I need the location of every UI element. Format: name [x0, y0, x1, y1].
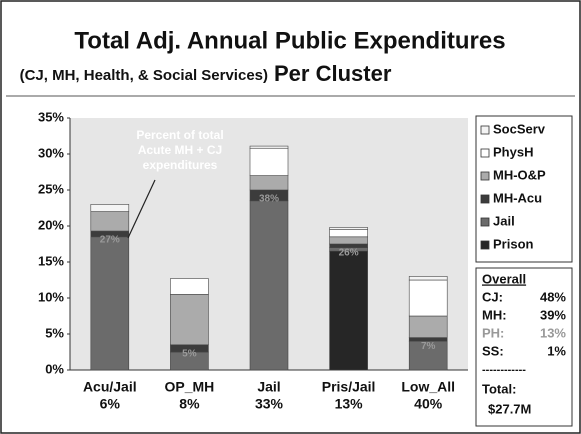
y-tick-label: 0% [45, 361, 64, 376]
legend-box [475, 115, 573, 263]
bar-segment [249, 200, 289, 371]
y-tick-label: 25% [38, 181, 64, 196]
bar-label: 26% [339, 248, 359, 259]
bar-label: 27% [100, 235, 120, 246]
bar-segment [90, 211, 130, 232]
annotation: expenditures [143, 158, 218, 172]
x-tick-share: 33% [255, 396, 284, 412]
x-tick-share: 6% [100, 396, 121, 412]
legend-swatch [480, 148, 490, 158]
bar-segment [408, 315, 448, 338]
annotation: Percent of total [136, 128, 223, 142]
overall-label: PH: [482, 325, 504, 340]
bar-segment [329, 250, 368, 371]
y-tick-label: 5% [45, 325, 64, 340]
overall-title: Overall [482, 271, 526, 286]
legend-label: MH-Acu [493, 190, 542, 205]
bar-segment [170, 294, 209, 346]
bar-label: 7% [421, 341, 436, 352]
x-tick-share: 40% [414, 396, 443, 412]
legend-label: Jail [493, 213, 515, 228]
overall-label: CJ: [482, 289, 503, 304]
overall-label: MH: [482, 307, 507, 322]
annotation-leader [127, 179, 156, 239]
overall-total-value: $27.7M [488, 401, 531, 416]
legend-swatch [480, 194, 490, 204]
bar-label: 38% [259, 194, 279, 205]
legend-label: SocServ [493, 121, 546, 136]
y-tick-label: 20% [38, 217, 64, 232]
bar-segment [170, 278, 209, 295]
legend-swatch [480, 217, 490, 227]
overall-value: 39% [540, 307, 566, 322]
x-tick-label: Jail [257, 379, 280, 395]
bar-segment [329, 227, 368, 230]
y-tick-label: 35% [38, 109, 64, 124]
x-tick-label: Acu/Jail [83, 379, 137, 395]
overall-value: 13% [540, 325, 566, 340]
x-tick-share: 8% [179, 396, 200, 412]
bar-segment [249, 145, 289, 149]
y-tick-label: 30% [38, 145, 64, 160]
annotation: Acute MH + CJ [138, 143, 222, 157]
bar-segment [329, 229, 368, 238]
bar-segment [249, 147, 289, 176]
bar-segment [249, 175, 289, 191]
overall-box [475, 267, 573, 427]
y-tick-label: 10% [38, 289, 64, 304]
bar-segment [90, 204, 130, 212]
bar-segment [90, 236, 130, 371]
y-tick-label: 15% [38, 253, 64, 268]
x-tick-share: 13% [335, 396, 364, 412]
legend-swatch [480, 240, 490, 250]
overall-value: 48% [540, 289, 566, 304]
chart-title: Total Adj. Annual Public Expenditures [74, 27, 505, 54]
bar-label: 5% [182, 348, 197, 359]
chart-subtitle: (CJ, MH, Health, & Social Services) [20, 67, 268, 84]
overall-separator: ------------ [482, 364, 526, 376]
overall-total-label: Total: [482, 381, 516, 396]
x-tick-label: Pris/Jail [322, 379, 376, 395]
x-tick-label: OP_MH [165, 379, 215, 395]
x-tick-label: Low_All [401, 379, 455, 395]
overall-value: 1% [547, 343, 566, 358]
bar-segment [329, 236, 368, 245]
legend-label: MH-O&P [493, 167, 546, 182]
legend-label: PhysH [493, 144, 533, 159]
chart-subtitle-emphasis: Per Cluster [274, 61, 392, 86]
bar-segment [408, 279, 448, 317]
legend-swatch [480, 171, 490, 181]
legend-swatch [480, 125, 490, 135]
bar-segment [408, 276, 448, 281]
overall-label: SS: [482, 343, 504, 358]
legend-label: Prison [493, 236, 534, 251]
bar-segment [408, 340, 448, 371]
